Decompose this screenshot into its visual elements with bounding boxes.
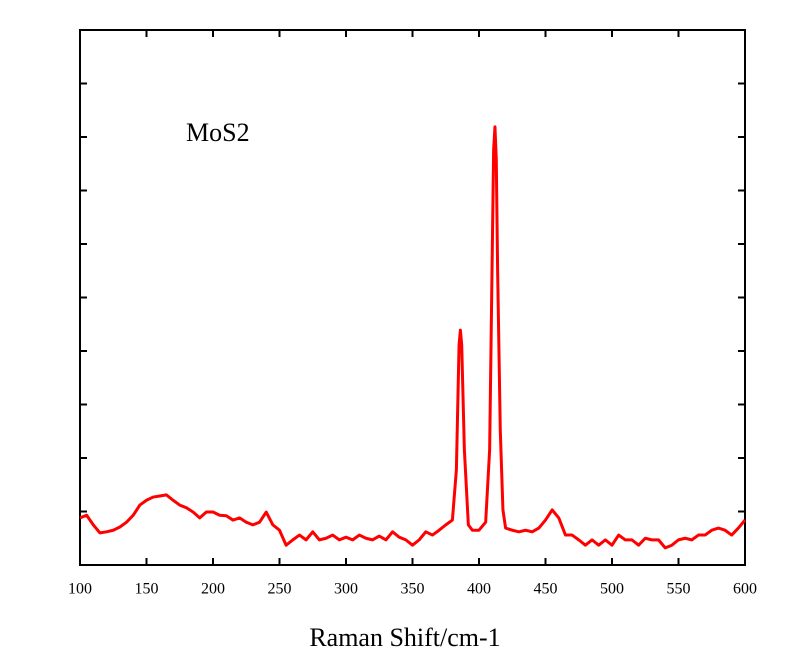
x-axis-label: Raman Shift/cm-1 — [309, 623, 500, 652]
x-tick-label: 500 — [600, 581, 624, 598]
x-tick-label: 200 — [201, 581, 225, 598]
x-tick-label: 600 — [733, 581, 757, 598]
x-tick-label: 400 — [467, 581, 491, 598]
x-tick-label: 250 — [268, 581, 292, 598]
x-tick-label: 450 — [534, 581, 558, 598]
x-tick-label: 350 — [401, 581, 425, 598]
x-tick-label: 100 — [68, 581, 92, 598]
plot-frame — [79, 29, 746, 566]
spectrum-line — [79, 125, 747, 550]
x-tick-label: 150 — [135, 581, 159, 598]
x-tick-label: 300 — [334, 581, 358, 598]
annotation: MoS2 — [186, 118, 250, 147]
x-tick-label: 550 — [667, 581, 691, 598]
